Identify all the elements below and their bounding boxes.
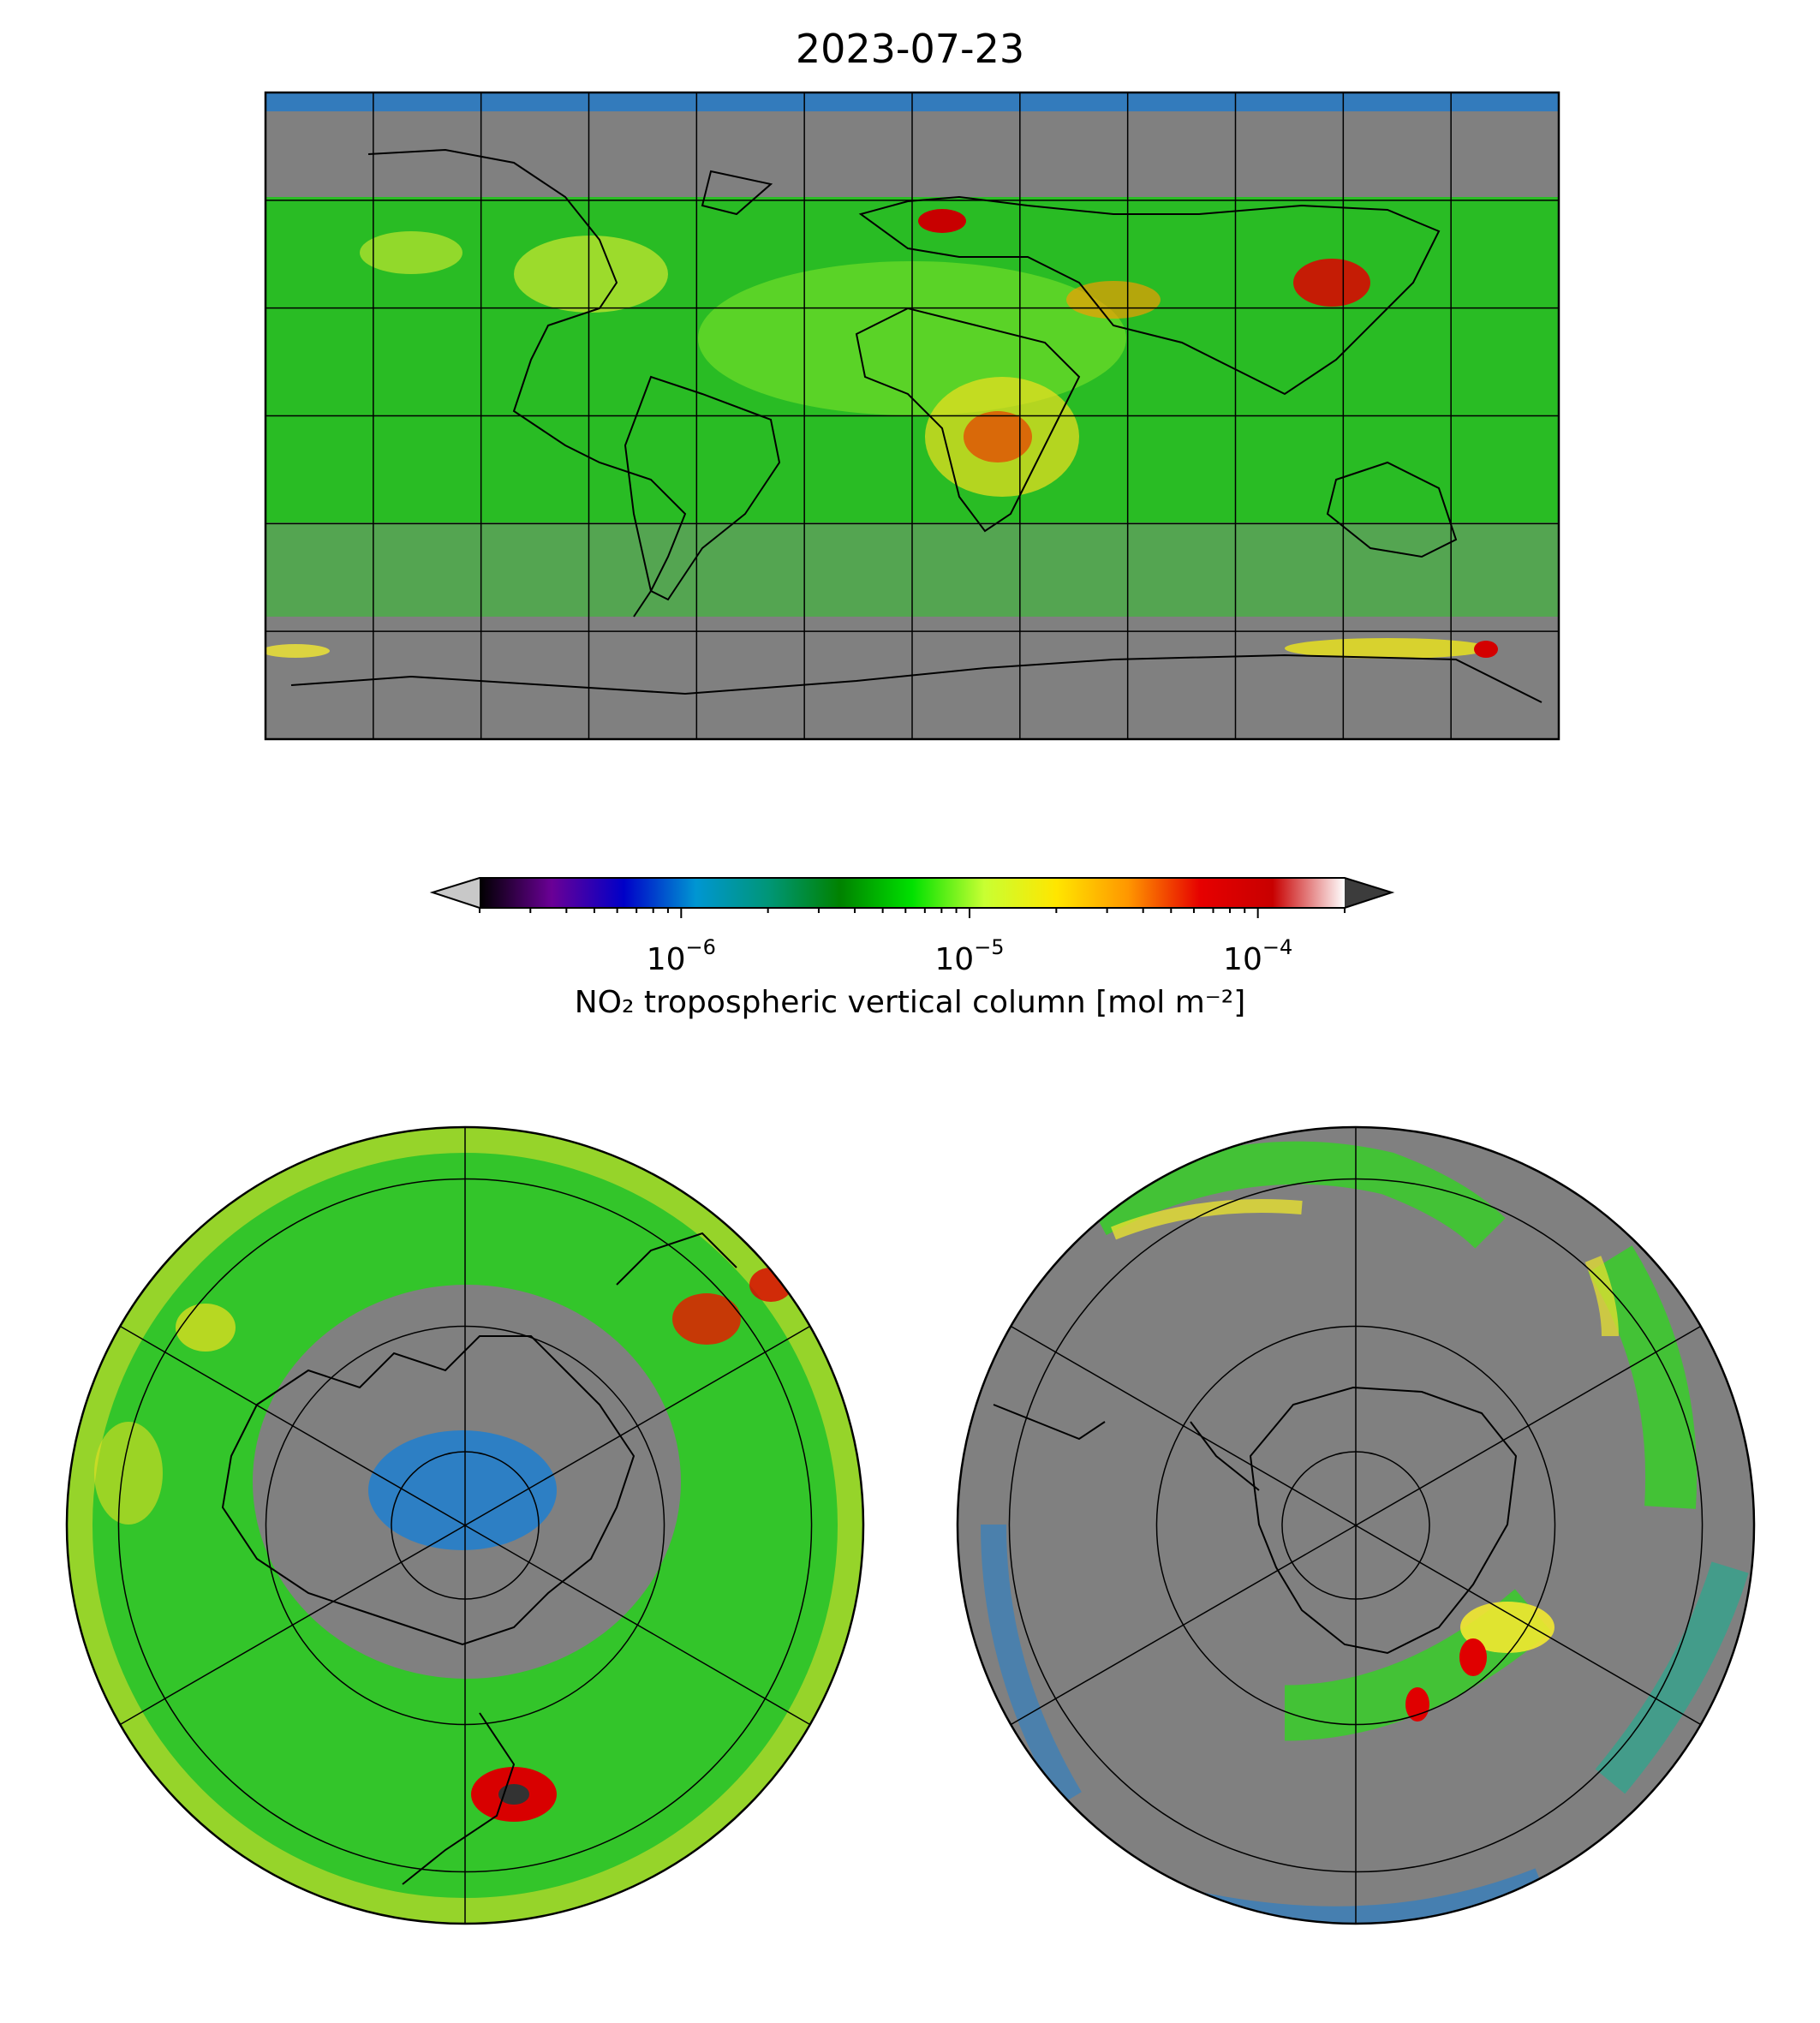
meridian-line (464, 1525, 811, 1726)
south-polar-gridlines (1008, 1127, 1704, 1924)
colorbar-under-extension (433, 878, 480, 908)
meridian-line (1355, 1325, 1702, 1526)
north-polar-panel (65, 1125, 865, 1925)
global-gridlines (266, 92, 1559, 739)
meridian-line (464, 1325, 811, 1526)
colorbar-tick-label: 10−4 (1223, 935, 1293, 977)
global-map-frame (264, 91, 1560, 741)
colorbar-label: NO₂ tropospheric vertical column [mol m⁻… (574, 985, 1246, 1020)
south-polar-coastlines (993, 1386, 1518, 1655)
global-coastlines (290, 148, 1543, 703)
global-map-panel (264, 91, 1560, 741)
colorbar-ticks (479, 908, 1346, 918)
south-polar-panel (956, 1125, 1756, 1925)
meridian-line (119, 1525, 466, 1726)
meridian-line (1355, 1525, 1702, 1726)
meridian-line (119, 1325, 466, 1526)
colorbar-over-extension (1345, 878, 1392, 908)
north-polar-frame (65, 1125, 865, 1925)
meridian-line (1010, 1325, 1357, 1526)
figure-title: 2023-07-23 (795, 26, 1025, 72)
colorbar-gradient (480, 878, 1345, 908)
south-polar-frame (956, 1125, 1756, 1925)
north-polar-coastlines (221, 1232, 737, 1885)
north-polar-no2-field (67, 1127, 863, 1924)
colorbar-tick-label: 10−5 (934, 935, 1005, 977)
colorbar (429, 877, 1395, 918)
colorbar-tick-label: 10−6 (646, 935, 716, 977)
meridian-line (1010, 1525, 1357, 1726)
north-polar-gridlines (117, 1127, 813, 1924)
